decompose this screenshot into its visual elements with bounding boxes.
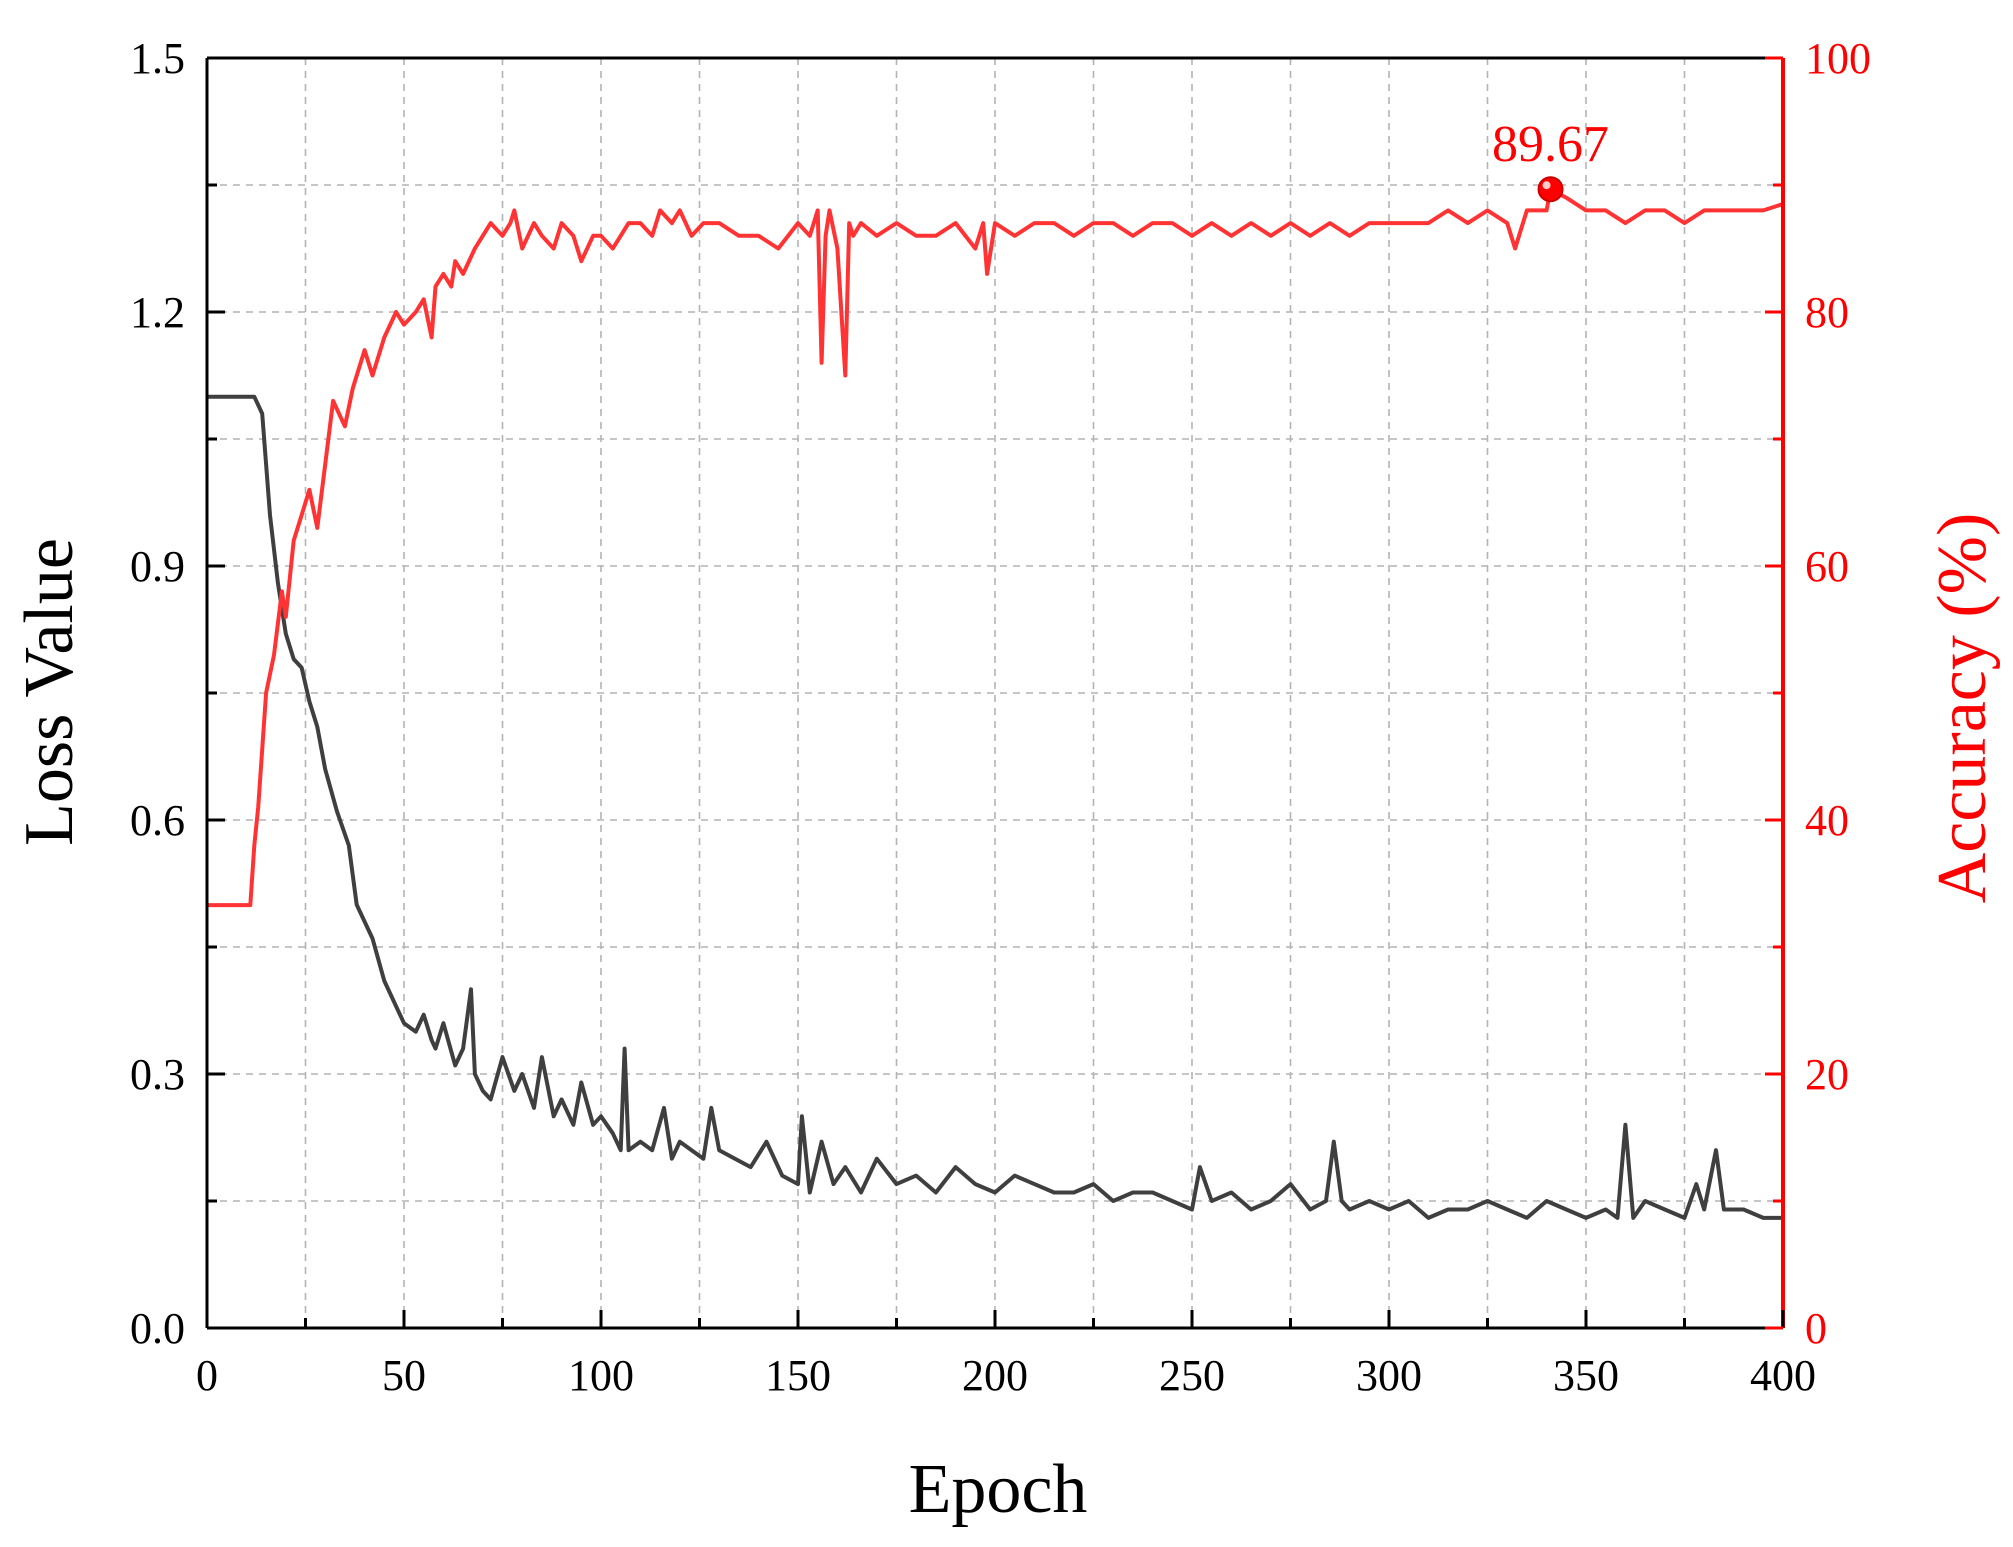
series-layer (207, 187, 1784, 1220)
y-tick-label-right: 20 (1805, 1050, 1849, 1099)
x-tick-label: 200 (962, 1351, 1028, 1400)
loss-line (207, 394, 1783, 1220)
y-tick-label-right: 60 (1805, 542, 1849, 591)
y-tick-label-left: 1.5 (130, 34, 185, 83)
y-axis-title-right: Accuracy (%) (1924, 513, 2001, 904)
peak-marker-highlight (1542, 181, 1551, 190)
x-tick-label: 350 (1553, 1351, 1619, 1400)
tick-labels: 0 50 100 150 200 250 300 350 4000.00.30.60.91.21… (130, 34, 1871, 1400)
y-tick-label-left: 0.6 (130, 796, 185, 845)
x-axis-title: Epoch (909, 1451, 1088, 1528)
y-axis-title-left: Loss Value (11, 538, 88, 846)
x-tick-label: 250 (1159, 1351, 1225, 1400)
x-tick-label: 50 (382, 1351, 426, 1400)
ticks (205, 56, 1785, 1330)
x-tick-label: 300 (1356, 1351, 1422, 1400)
peak-marker (1537, 176, 1564, 203)
peak-label: 89.67 (1492, 116, 1609, 173)
grid-lines (207, 58, 1783, 1328)
y-tick-label-left: 1.2 (130, 288, 185, 337)
accuracy-line (207, 187, 1784, 908)
x-tick-label: 150 (765, 1351, 831, 1400)
y-tick-label-right: 40 (1805, 796, 1849, 845)
y-tick-label-right: 100 (1805, 34, 1871, 83)
y-tick-label-right: 80 (1805, 288, 1849, 337)
x-tick-label: 400 (1750, 1351, 1816, 1400)
y-tick-label-left: 0.0 (130, 1304, 185, 1353)
y-tick-label-left: 0.3 (130, 1050, 185, 1099)
annotation: 89.67 (1492, 116, 1609, 203)
x-tick-label: 100 (568, 1351, 634, 1400)
y-tick-label-right: 0 (1805, 1304, 1827, 1353)
x-tick-label: 0 (196, 1351, 218, 1400)
y-tick-label-left: 0.9 (130, 542, 185, 591)
